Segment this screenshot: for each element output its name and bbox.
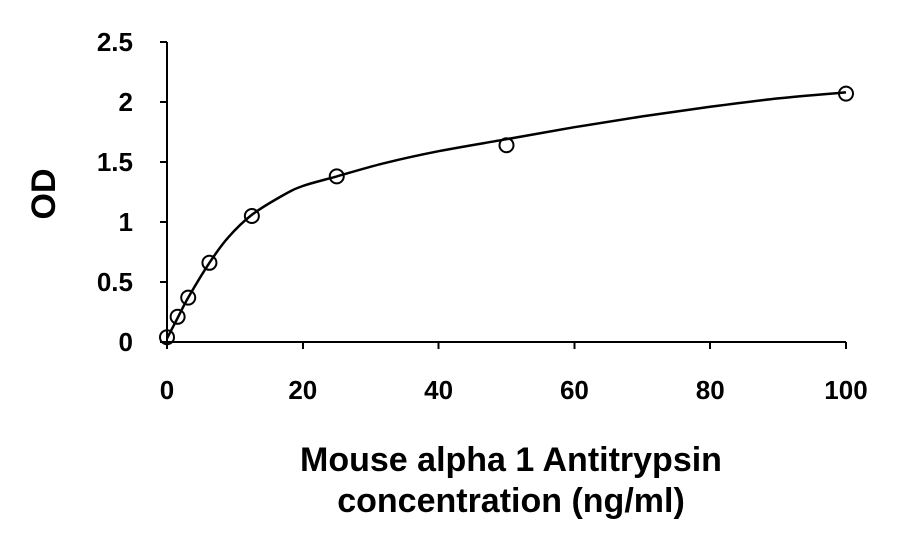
fit-curve (165, 91, 847, 339)
x-axis-title-line-1: Mouse alpha 1 Antitrypsin (300, 441, 722, 479)
x-tick-label: 0 (160, 375, 174, 405)
y-tick-label: 1.5 (97, 147, 133, 177)
point-layer (159, 85, 854, 346)
data-point (838, 85, 854, 102)
y-tick-label: 1 (119, 207, 133, 237)
y-tick-label: 0.5 (97, 267, 133, 297)
y-tick-label: 0 (119, 327, 133, 357)
x-tick-label: 40 (424, 375, 453, 405)
data-point (498, 137, 515, 154)
data-point (201, 254, 218, 271)
x-axis-title-line-2: concentration (ng/ml) (337, 482, 685, 520)
y-tick-label: 2 (119, 87, 133, 117)
y-tick-label: 2.5 (97, 27, 133, 57)
data-point (328, 168, 345, 185)
data-point (180, 289, 197, 306)
x-tick-label: 60 (560, 375, 589, 405)
x-tick-label: 80 (696, 375, 725, 405)
x-tick-label: 20 (288, 375, 317, 405)
tick-layer: 0 20 40 60 80 100 0 0.5 1 1.5 2 2.5 (97, 27, 868, 405)
y-axis-title: OD (25, 169, 63, 220)
data-point (243, 208, 260, 224)
data-point (169, 308, 186, 325)
x-tick-label: 100 (824, 375, 867, 405)
